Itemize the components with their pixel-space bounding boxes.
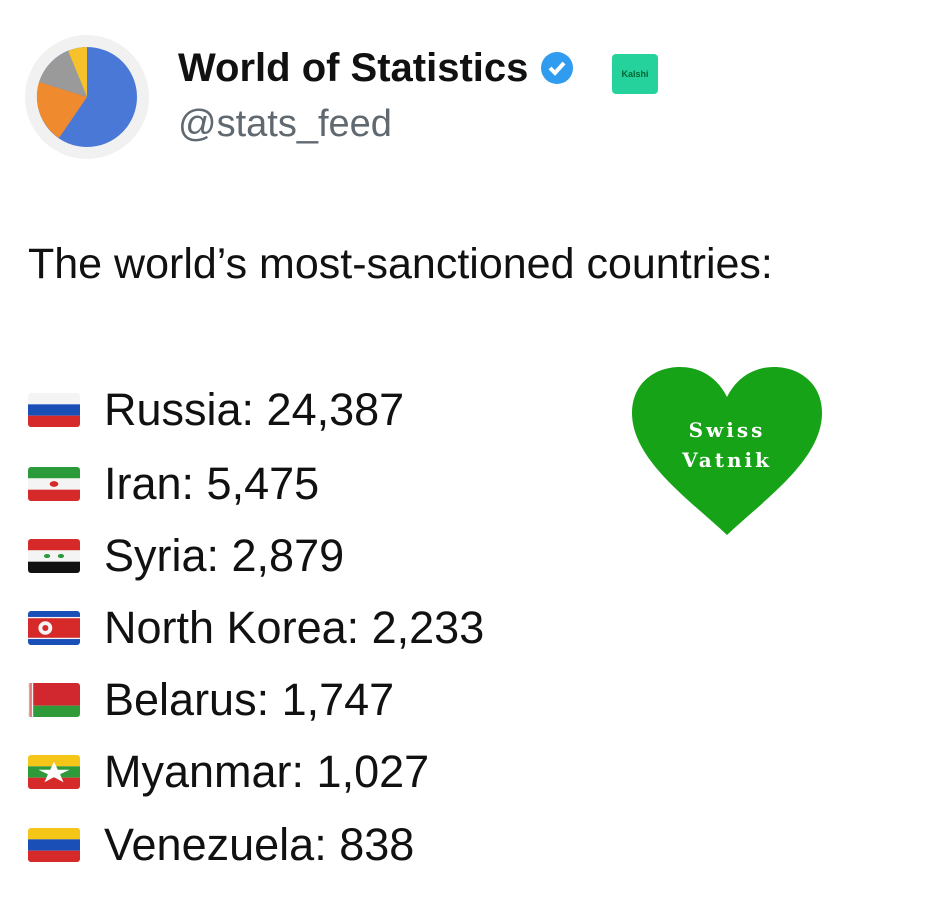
item-text: Iran: 5,475 (104, 458, 320, 509)
item-text: Syria: 2,879 (104, 530, 345, 581)
heart-sticker: Swiss Vatnik (632, 367, 822, 535)
list-item: Myanmar: 1,027 (28, 742, 429, 802)
flag (28, 755, 80, 789)
flag (28, 539, 80, 573)
flag (28, 393, 80, 427)
name-text[interactable]: World of Statistics (178, 46, 529, 90)
flag (28, 611, 80, 645)
list-item: North Korea: 2,233 (28, 598, 484, 658)
flag (28, 683, 80, 717)
flag (28, 467, 80, 501)
list-item: Russia: 24,387 (28, 380, 404, 440)
list-item: Iran: 5,475 (28, 454, 319, 514)
list-item: Syria: 2,879 (28, 526, 344, 586)
list-item: Belarus: 1,747 (28, 670, 394, 730)
post-text: The world’s most-sanctioned countries: (28, 240, 773, 288)
verified-badge (540, 52, 573, 84)
item-text: Belarus: 1,747 (104, 674, 395, 725)
affiliate-badge[interactable]: Kalshi (612, 54, 658, 94)
item-text: Russia: 24,387 (104, 384, 405, 435)
sticker-text: Swiss (689, 418, 766, 442)
item-text: Myanmar: 1,027 (104, 746, 430, 797)
item-text: North Korea: 2,233 (104, 602, 485, 653)
flag (28, 828, 80, 862)
avatar[interactable] (24, 34, 150, 160)
display-name[interactable]: World of Statistics (178, 46, 574, 91)
handle[interactable]: @stats_feed (178, 103, 392, 145)
item-text: Venezuela: 838 (104, 819, 415, 870)
list-item: Venezuela: 838 (28, 815, 414, 875)
sticker-text: Vatnik (681, 448, 772, 472)
